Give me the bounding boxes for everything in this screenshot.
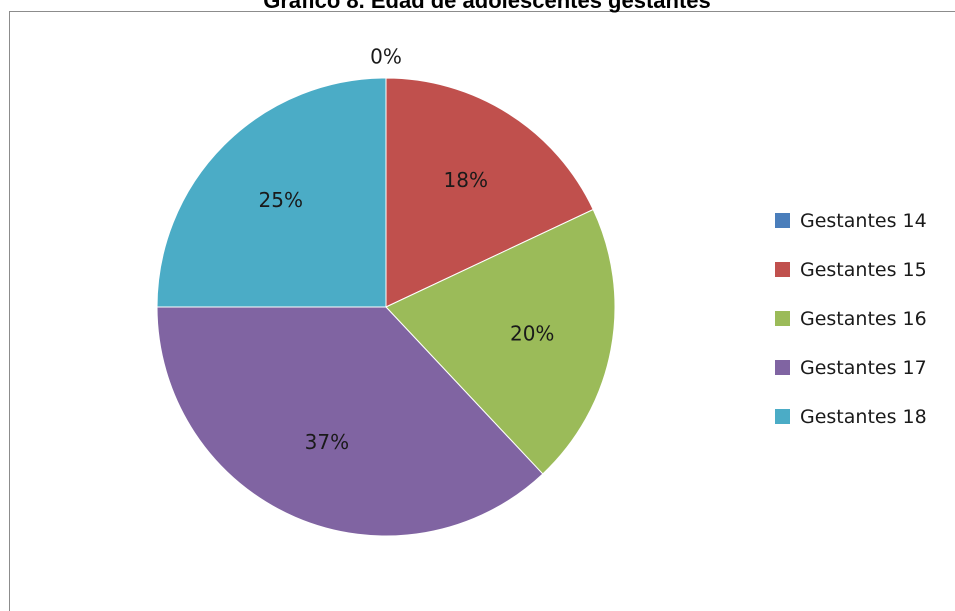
legend-label: Gestantes 14 xyxy=(800,209,927,232)
pie-slice-gestantes-16 xyxy=(385,208,616,475)
legend-item-gestantes-14: Gestantes 14 xyxy=(775,196,927,245)
pie-slice-gestantes-18 xyxy=(156,77,387,308)
pie-slice-gestantes-17 xyxy=(156,306,544,537)
legend-swatch xyxy=(775,409,790,424)
legend-label: Gestantes 15 xyxy=(800,258,927,281)
legend-item-gestantes-17: Gestantes 17 xyxy=(775,343,927,392)
legend-swatch xyxy=(775,311,790,326)
pie-slice-gestantes-15 xyxy=(385,77,594,308)
data-label-gestantes-18: 25% xyxy=(259,188,303,212)
chart-title: Gráfico 8. Edad de adolescentes gestante… xyxy=(263,0,711,13)
legend-item-gestantes-18: Gestantes 18 xyxy=(775,392,927,441)
chart-frame xyxy=(9,11,955,611)
data-label-gestantes-17: 37% xyxy=(305,430,349,454)
data-label-gestantes-15: 18% xyxy=(444,168,488,192)
legend-label: Gestantes 17 xyxy=(800,356,927,379)
legend-swatch xyxy=(775,262,790,277)
legend: Gestantes 14 Gestantes 15 Gestantes 16 Gest… xyxy=(775,196,927,441)
legend-item-gestantes-16: Gestantes 16 xyxy=(775,294,927,343)
legend-swatch xyxy=(775,360,790,375)
pie-chart: 0% 18% 20% 37% 25% xyxy=(156,45,616,537)
legend-item-gestantes-15: Gestantes 15 xyxy=(775,245,927,294)
legend-label: Gestantes 16 xyxy=(800,307,927,330)
data-label-gestantes-16: 20% xyxy=(510,321,554,345)
legend-swatch xyxy=(775,213,790,228)
legend-label: Gestantes 18 xyxy=(800,405,927,428)
data-label-gestantes-14: 0% xyxy=(370,45,402,69)
